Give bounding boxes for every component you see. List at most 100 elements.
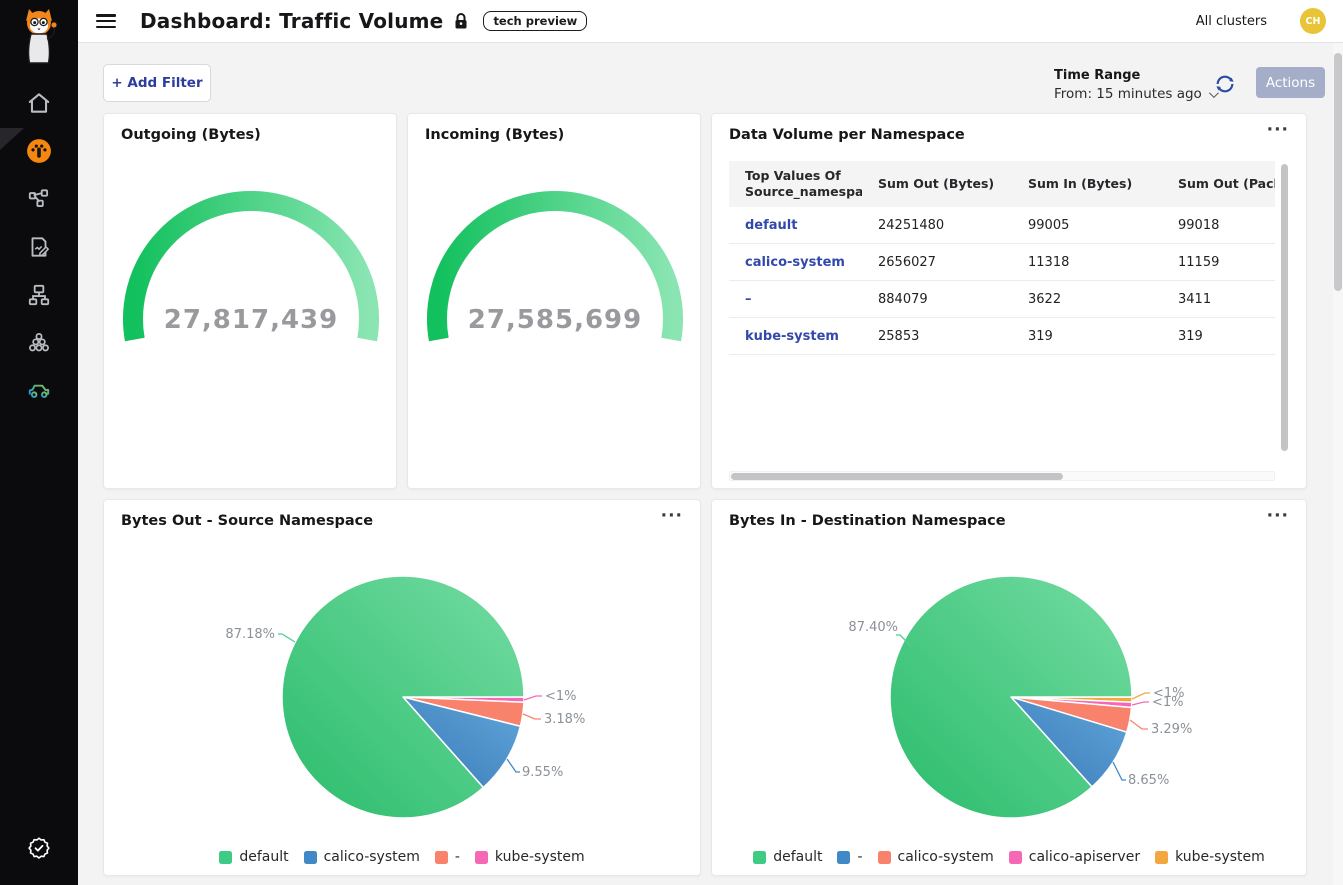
sidebar-item-clusters[interactable] xyxy=(26,330,52,356)
legend-item-kube-system[interactable]: kube-system xyxy=(1155,849,1265,865)
service-graph-icon xyxy=(28,189,49,207)
card-title: Bytes In - Destination Namespace xyxy=(729,513,1006,529)
verified-badge-check-icon xyxy=(28,837,50,859)
card-title: Outgoing (Bytes) xyxy=(121,127,261,143)
table-row: kube-system 25853 319 319 xyxy=(729,318,1275,355)
pie-legend: default calico-system - kube-system xyxy=(104,849,700,865)
calico-cat-logo[interactable] xyxy=(16,6,62,70)
cell-sum-in: 11318 xyxy=(1028,254,1070,270)
card-outgoing-bytes: Outgoing (Bytes) 27,817,439 xyxy=(103,113,397,489)
legend-swatch xyxy=(219,850,233,864)
legend-label: calico-apiserver xyxy=(1028,849,1141,865)
table-vertical-scrollbar[interactable] xyxy=(1281,164,1288,451)
time-range-dropdown[interactable]: From: 15 minutes ago xyxy=(1054,86,1219,102)
tech-preview-badge: tech preview xyxy=(483,11,588,31)
legend-item-calico-apiserver[interactable]: calico-apiserver xyxy=(1008,849,1141,865)
legend-swatch xyxy=(837,850,851,864)
card-title: Incoming (Bytes) xyxy=(425,127,565,143)
dashboards-gauge-icon xyxy=(27,139,51,163)
legend-swatch xyxy=(753,850,767,864)
column-header-namespace[interactable]: Top Values Of Source_namespace xyxy=(745,167,862,199)
gauge-value: 27,817,439 xyxy=(164,305,338,335)
table-header: Top Values Of Source_namespace Sum Out (… xyxy=(729,161,1275,207)
pie-label-default: 87.40% xyxy=(848,620,898,635)
legend-item-calico-system[interactable]: calico-system xyxy=(877,849,994,865)
column-header-sum-out[interactable]: Sum Out (Bytes) xyxy=(878,175,995,191)
legend-item-default[interactable]: default xyxy=(219,849,289,865)
cluster-circles-icon xyxy=(29,333,49,352)
topbar: Dashboard: Traffic Volume tech preview A… xyxy=(78,0,1343,43)
pie-label-default: 87.18% xyxy=(225,627,275,642)
namespace-link[interactable]: kube-system xyxy=(745,328,839,344)
namespace-table: Top Values Of Source_namespace Sum Out (… xyxy=(729,161,1275,355)
legend-label: - xyxy=(454,849,460,865)
actions-button[interactable]: Actions xyxy=(1256,67,1325,98)
sidebar-item-endpoints[interactable] xyxy=(26,282,52,308)
car-icon xyxy=(28,384,50,398)
legend-item-dash[interactable]: - xyxy=(837,849,863,865)
sidebar-item-compliance[interactable] xyxy=(26,835,52,861)
card-bytes-in-pie: Bytes In - Destination Namespace ··· 87.… xyxy=(711,499,1307,876)
namespace-link[interactable]: calico-system xyxy=(745,254,845,270)
hamburger-menu-icon[interactable] xyxy=(96,14,116,28)
network-tree-icon xyxy=(28,284,50,306)
legend-swatch xyxy=(474,850,488,864)
pie-label-dash: 8.65% xyxy=(1128,773,1169,788)
overflow-menu-icon[interactable]: ··· xyxy=(1266,506,1289,526)
table-horizontal-scrollbar[interactable] xyxy=(731,473,1063,480)
card-title: Data Volume per Namespace xyxy=(729,127,965,143)
legend-item-default[interactable]: default xyxy=(753,849,822,865)
sidebar-item-service-graph[interactable] xyxy=(26,186,52,212)
table-row: calico-system 2656027 11318 11159 xyxy=(729,244,1275,281)
overflow-menu-icon[interactable]: ··· xyxy=(1266,120,1289,140)
pie-label-calico-system: 9.55% xyxy=(522,765,563,780)
sidebar-item-whisker[interactable] xyxy=(26,377,52,403)
legend-label: default xyxy=(239,849,289,865)
cell-sum-out: 24251480 xyxy=(878,217,945,233)
legend-item-kube-system[interactable]: kube-system xyxy=(474,849,585,865)
column-header-sum-in[interactable]: Sum In (Bytes) xyxy=(1028,175,1133,191)
card-title: Bytes Out - Source Namespace xyxy=(121,513,374,529)
page-scrollbar[interactable] xyxy=(1334,53,1342,291)
home-icon xyxy=(28,93,50,113)
table-horizontal-scrollbar-track xyxy=(729,471,1275,481)
sidebar xyxy=(0,0,78,885)
column-header-sum-out-packets[interactable]: Sum Out (Packets) xyxy=(1178,175,1275,191)
sidebar-item-dashboards[interactable] xyxy=(26,138,52,164)
cell-sum-out-packets: 11159 xyxy=(1178,254,1220,270)
namespace-link[interactable]: default xyxy=(745,217,798,233)
legend-label: - xyxy=(857,849,863,865)
legend-label: kube-system xyxy=(1175,849,1265,865)
legend-swatch xyxy=(1008,850,1022,864)
cell-sum-out: 25853 xyxy=(878,328,920,344)
refresh-icon[interactable] xyxy=(1214,73,1236,95)
page-title: Dashboard: Traffic Volume xyxy=(140,9,444,33)
legend-label: calico-system xyxy=(897,849,994,865)
cell-sum-in: 99005 xyxy=(1028,217,1070,233)
cluster-selector[interactable]: All clusters xyxy=(1195,13,1267,29)
cell-sum-out-packets: 3411 xyxy=(1178,291,1212,307)
namespace-link[interactable]: – xyxy=(745,291,752,307)
cell-sum-out: 884079 xyxy=(878,291,928,307)
legend-item-dash[interactable]: - xyxy=(434,849,460,865)
cell-sum-in: 3622 xyxy=(1028,291,1062,307)
avatar[interactable]: CH xyxy=(1300,8,1326,34)
table-row: – 884079 3622 3411 xyxy=(729,281,1275,318)
cell-sum-out: 2656027 xyxy=(878,254,936,270)
outgoing-gauge-chart: 27,817,439 xyxy=(123,190,379,342)
overflow-menu-icon[interactable]: ··· xyxy=(660,506,683,526)
pie-label-calico-system: 3.29% xyxy=(1151,722,1192,737)
pie-slice-default[interactable] xyxy=(281,575,525,819)
bytes-in-pie-chart: 87.40% <1% <1% 3.29% 8.65% xyxy=(848,575,1192,819)
pie-slice-default[interactable] xyxy=(889,575,1133,819)
legend-label: kube-system xyxy=(494,849,585,865)
card-data-volume-table: Data Volume per Namespace ··· Top Values… xyxy=(711,113,1307,489)
legend-item-calico-system[interactable]: calico-system xyxy=(303,849,420,865)
sidebar-item-home[interactable] xyxy=(26,90,52,116)
legend-swatch xyxy=(303,850,317,864)
page-scrollbar-track xyxy=(1333,43,1343,885)
sidebar-item-flow-logs[interactable] xyxy=(26,234,52,260)
incoming-gauge-chart: 27,585,699 xyxy=(427,190,683,342)
add-filter-button[interactable]: + Add Filter xyxy=(103,64,211,102)
lock-icon xyxy=(455,13,467,29)
